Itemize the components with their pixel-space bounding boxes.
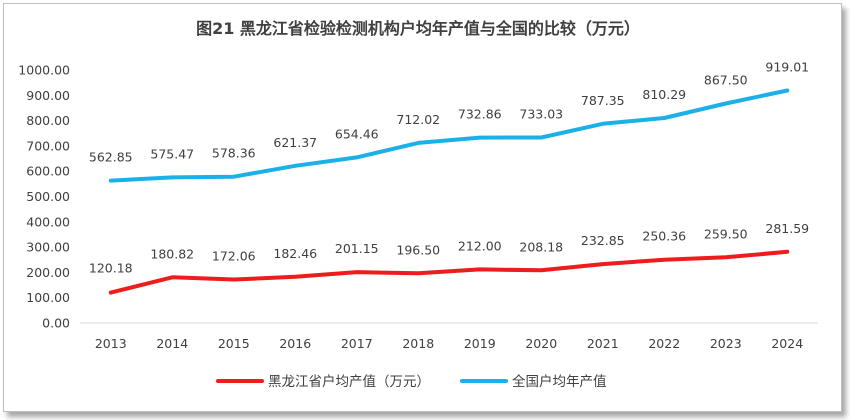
x-tick-label: 2022 xyxy=(648,336,680,351)
series-line-heilongjiang xyxy=(108,249,790,295)
series-lines xyxy=(108,88,790,295)
x-tick-label: 2021 xyxy=(587,336,619,351)
y-tick-label: 200.00 xyxy=(26,265,70,280)
data-label: 919.01 xyxy=(765,59,809,74)
data-label: 732.86 xyxy=(458,107,502,122)
data-label: 180.82 xyxy=(150,246,194,261)
legend: 黑龙江省户均产值（万元） 全国户均年产值 xyxy=(216,373,607,390)
chart-frame xyxy=(3,3,842,412)
data-label: 208.18 xyxy=(519,239,563,254)
y-tick-label: 700.00 xyxy=(26,138,70,153)
x-tick-label: 2015 xyxy=(218,336,250,351)
x-tick-label: 2017 xyxy=(341,336,373,351)
data-label: 196.50 xyxy=(396,242,440,257)
data-labels: 120.18 180.82 172.06 182.46 201.15 196.50 212.… xyxy=(89,59,809,275)
chart-title: 图21 黑龙江省检验检测机构户均年产值与全国的比较（万元） xyxy=(196,19,640,38)
legend-label-heilongjiang: 黑龙江省户均产值（万元） xyxy=(268,373,430,390)
x-tick-label: 2014 xyxy=(156,336,188,351)
x-tick-label: 2023 xyxy=(710,336,742,351)
y-tick-label: 500.00 xyxy=(26,189,70,204)
y-tick-label: 400.00 xyxy=(26,214,70,229)
data-label: 654.46 xyxy=(335,126,379,141)
data-label: 575.47 xyxy=(150,146,194,161)
x-tick-label: 2020 xyxy=(525,336,557,351)
x-tick-label: 2019 xyxy=(464,336,496,351)
data-label: 182.46 xyxy=(273,246,317,261)
y-tick-label: 1000.00 xyxy=(18,63,70,78)
y-axis: 0.00 100.00 200.00 300.00 400.00 500.00 600.00… xyxy=(18,63,70,331)
legend-label-national: 全国户均年产值 xyxy=(512,373,607,390)
x-axis: 2013 2014 2015 2016 2017 2018 2019 2020 2021 2022… xyxy=(80,322,818,351)
data-label: 578.36 xyxy=(212,146,256,161)
data-label: 259.50 xyxy=(704,226,748,241)
x-tick-label: 2013 xyxy=(95,336,127,351)
series-line-national xyxy=(108,88,790,183)
data-label: 250.36 xyxy=(642,229,686,244)
data-label: 201.15 xyxy=(335,241,379,256)
x-tick-label: 2018 xyxy=(402,336,434,351)
x-tick-label: 2016 xyxy=(279,336,311,351)
data-label: 810.29 xyxy=(642,87,686,102)
data-label: 621.37 xyxy=(273,135,317,150)
y-tick-label: 600.00 xyxy=(26,164,70,179)
data-label: 120.18 xyxy=(89,261,133,276)
data-label: 172.06 xyxy=(212,248,256,263)
y-tick-label: 300.00 xyxy=(26,240,70,255)
y-tick-label: 100.00 xyxy=(26,290,70,305)
data-label: 712.02 xyxy=(396,112,440,127)
y-tick-label: 800.00 xyxy=(26,113,70,128)
data-label: 787.35 xyxy=(581,93,625,108)
data-label: 281.59 xyxy=(765,221,809,236)
data-label: 212.00 xyxy=(458,238,502,253)
data-label: 232.85 xyxy=(581,233,625,248)
data-label: 562.85 xyxy=(89,150,133,165)
y-tick-label: 0.00 xyxy=(42,316,70,331)
x-tick-label: 2024 xyxy=(771,336,803,351)
y-tick-label: 900.00 xyxy=(26,88,70,103)
data-label: 733.03 xyxy=(519,107,563,122)
data-label: 867.50 xyxy=(704,73,748,88)
